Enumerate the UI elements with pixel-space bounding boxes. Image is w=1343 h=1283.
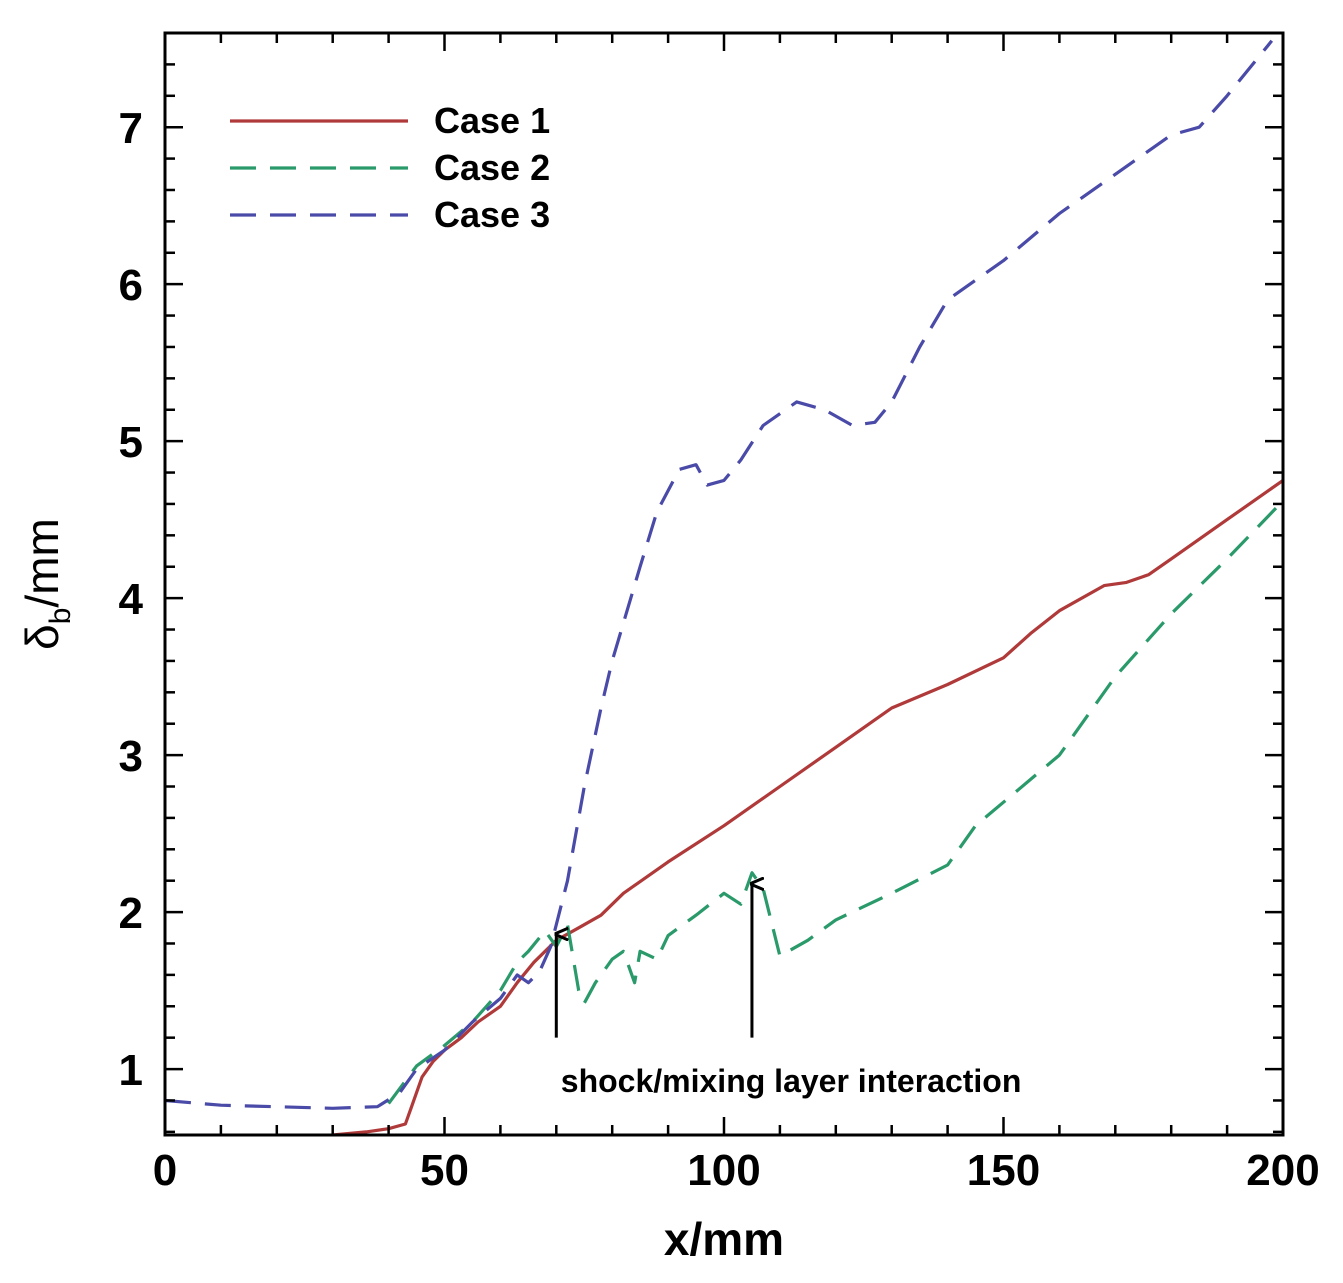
y-axis-title-text: δb/mm: [16, 518, 77, 650]
y-tick-label: 1: [119, 1046, 143, 1095]
y-axis-title: δb/mm: [16, 518, 77, 650]
x-tick-label: 50: [420, 1146, 469, 1195]
legend-label-case-3: Case 3: [434, 194, 550, 235]
x-tick-label: 100: [687, 1146, 760, 1195]
y-tick-label: 4: [119, 575, 144, 624]
legend-label-case-2: Case 2: [434, 147, 550, 188]
series-layer: [165, 39, 1283, 1135]
x-tick-label: 150: [967, 1146, 1040, 1195]
y-tick-label: 7: [119, 104, 143, 153]
y-axis-title-sub: b: [44, 608, 77, 625]
y-tick-label: 6: [119, 261, 143, 310]
y-tick-label: 5: [119, 418, 143, 467]
x-axis-title: x/mm: [664, 1213, 784, 1265]
y-tick-label: 3: [119, 732, 143, 781]
x-tick-label: 0: [153, 1146, 177, 1195]
series-line-case-2: [387, 499, 1283, 1105]
axes-layer: 0 50 100 150 200 1 2 3 4 5 6 7: [119, 31, 1320, 1195]
series-line-case-1: [332, 479, 1283, 1135]
x-tick-label: 200: [1246, 1146, 1319, 1195]
annotation-layer: shock/mixing layer interaction: [556, 884, 1021, 1099]
series-line-case-3: [165, 39, 1274, 1110]
y-tick-label: 2: [119, 889, 143, 938]
legend-label-case-1: Case 1: [434, 100, 550, 141]
y-axis-title-base: δ: [16, 624, 68, 650]
y-axis-title-rest: /mm: [16, 518, 68, 607]
legend: Case 1 Case 2 Case 3: [230, 100, 550, 235]
annotation-label: shock/mixing layer interaction: [561, 1063, 1022, 1099]
